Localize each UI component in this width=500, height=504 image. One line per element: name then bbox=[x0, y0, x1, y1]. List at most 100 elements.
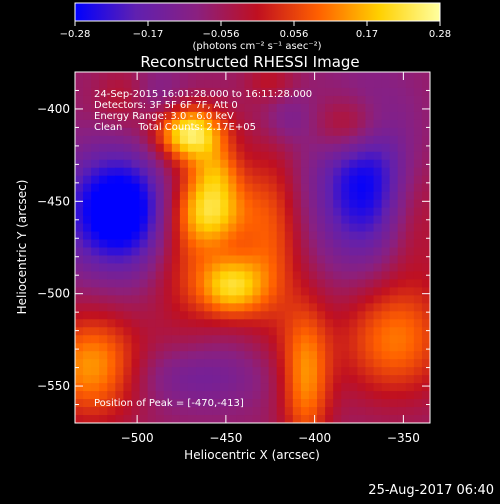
heatmap-cell bbox=[196, 407, 205, 416]
heatmap-cell bbox=[308, 279, 318, 288]
heatmap-cell bbox=[413, 119, 423, 129]
heatmap-cell bbox=[220, 239, 229, 249]
heatmap-cell bbox=[139, 183, 149, 193]
heatmap-cell bbox=[179, 239, 189, 249]
heatmap-cell bbox=[115, 111, 125, 121]
heatmap-cell bbox=[236, 287, 246, 296]
heatmap-cell bbox=[139, 215, 149, 225]
heatmap-cell bbox=[83, 319, 92, 328]
heatmap-cell bbox=[284, 247, 294, 257]
heatmap-cell bbox=[99, 72, 108, 81]
heatmap-cell bbox=[357, 191, 367, 201]
heatmap-cell bbox=[276, 367, 286, 376]
heatmap-cell bbox=[123, 367, 133, 376]
heatmap-cell bbox=[220, 151, 229, 161]
heatmap-cell bbox=[115, 351, 125, 360]
heatmap-cell bbox=[260, 159, 270, 169]
heatmap-cell bbox=[260, 207, 270, 217]
heatmap-cell bbox=[268, 111, 278, 121]
heatmap-cell bbox=[99, 183, 108, 193]
heatmap-cell bbox=[308, 135, 318, 145]
heatmap-cell bbox=[349, 287, 358, 296]
heatmap-cell bbox=[179, 247, 189, 257]
heatmap-cell bbox=[220, 391, 229, 400]
heatmap-cell bbox=[187, 383, 197, 392]
heatmap-cell bbox=[357, 135, 367, 145]
colorbar-ticks: −0.28 −0.17 −0.056 0.056 0.17 0.28 bbox=[60, 21, 451, 40]
heatmap-cell bbox=[300, 343, 310, 352]
heatmap-cell bbox=[357, 223, 367, 233]
heatmap-cell bbox=[196, 319, 205, 328]
heatmap-cell bbox=[123, 319, 133, 328]
heatmap-cell bbox=[244, 407, 254, 416]
heatmap-cell bbox=[325, 103, 334, 113]
heatmap-cell bbox=[284, 391, 294, 400]
heatmap-cell bbox=[91, 215, 100, 225]
heatmap-cell bbox=[284, 151, 294, 161]
heatmap-cell bbox=[325, 279, 334, 288]
heatmap-cell bbox=[260, 119, 270, 129]
heatmap-cell bbox=[147, 343, 157, 352]
heatmap-cell bbox=[115, 95, 125, 105]
heatmap-cell bbox=[325, 255, 334, 265]
heatmap-cell bbox=[204, 207, 213, 217]
heatmap-cell bbox=[163, 247, 173, 257]
heatmap-cell bbox=[252, 367, 262, 376]
heatmap-cell bbox=[83, 183, 92, 193]
heatmap-cell bbox=[236, 95, 246, 105]
heatmap-cell bbox=[276, 327, 286, 336]
heatmap-cell bbox=[147, 295, 157, 304]
heatmap-cell bbox=[228, 199, 237, 209]
heatmap-cell bbox=[397, 391, 407, 400]
colorbar-tick-label: 0.28 bbox=[429, 29, 451, 40]
heatmap-cell bbox=[308, 119, 318, 129]
heatmap-cell bbox=[381, 247, 391, 257]
heatmap-cell bbox=[91, 415, 100, 423]
heatmap-cell bbox=[171, 295, 181, 304]
heatmap-cell bbox=[155, 247, 165, 257]
heatmap-cell bbox=[155, 215, 165, 225]
heatmap-cell bbox=[300, 375, 310, 384]
heatmap-cell bbox=[260, 95, 270, 105]
heatmap-cell bbox=[131, 247, 141, 257]
heatmap-cell bbox=[83, 119, 92, 129]
heatmap-cell bbox=[292, 223, 302, 233]
heatmap-cell bbox=[179, 351, 189, 360]
heatmap-cell bbox=[155, 327, 165, 336]
heatmap-cell bbox=[357, 311, 367, 320]
heatmap-cell bbox=[284, 263, 294, 273]
colorbar: −0.28 −0.17 −0.056 0.056 0.17 0.28 (photons c… bbox=[60, 2, 451, 52]
heatmap-cell bbox=[397, 415, 407, 423]
heatmap-cell bbox=[365, 383, 375, 392]
heatmap-cell bbox=[357, 151, 367, 161]
heatmap-cell bbox=[333, 407, 342, 416]
heatmap-cell bbox=[155, 367, 165, 376]
heatmap-cell bbox=[139, 375, 149, 384]
heatmap-cell bbox=[357, 415, 367, 423]
heatmap-cell bbox=[276, 271, 286, 281]
heatmap-cell bbox=[333, 207, 342, 217]
heatmap-cell bbox=[308, 199, 318, 209]
heatmap-cell bbox=[308, 287, 318, 296]
heatmap-cell bbox=[365, 127, 375, 137]
heatmap-cell bbox=[405, 367, 415, 376]
heatmap-cell bbox=[204, 175, 213, 185]
heatmap-cell bbox=[91, 303, 100, 312]
heatmap-cell bbox=[284, 183, 294, 193]
heatmap-cell bbox=[196, 311, 205, 320]
heatmap-cell bbox=[179, 127, 189, 137]
heatmap-cell bbox=[421, 279, 430, 288]
heatmap-cell bbox=[405, 399, 415, 408]
heatmap-cell bbox=[292, 295, 302, 304]
heatmap-cell bbox=[421, 143, 430, 153]
heatmap-cell bbox=[252, 311, 262, 320]
heatmap-cell bbox=[300, 279, 310, 288]
heatmap-cell bbox=[300, 263, 310, 273]
heatmap-cell bbox=[308, 271, 318, 281]
heatmap-cell bbox=[91, 375, 100, 384]
heatmap-cell bbox=[308, 183, 318, 193]
heatmap-cell bbox=[341, 183, 350, 193]
heatmap-cell bbox=[212, 119, 221, 129]
heatmap-cell bbox=[204, 239, 213, 249]
heatmap-cell bbox=[405, 287, 415, 296]
